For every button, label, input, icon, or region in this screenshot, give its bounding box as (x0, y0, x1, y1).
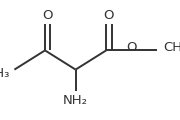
Text: CH₃: CH₃ (163, 41, 180, 54)
Text: NH₂: NH₂ (63, 94, 88, 107)
Text: O: O (42, 9, 53, 22)
Text: O: O (126, 41, 137, 54)
Text: CH₃: CH₃ (0, 67, 10, 80)
Text: O: O (104, 9, 114, 22)
